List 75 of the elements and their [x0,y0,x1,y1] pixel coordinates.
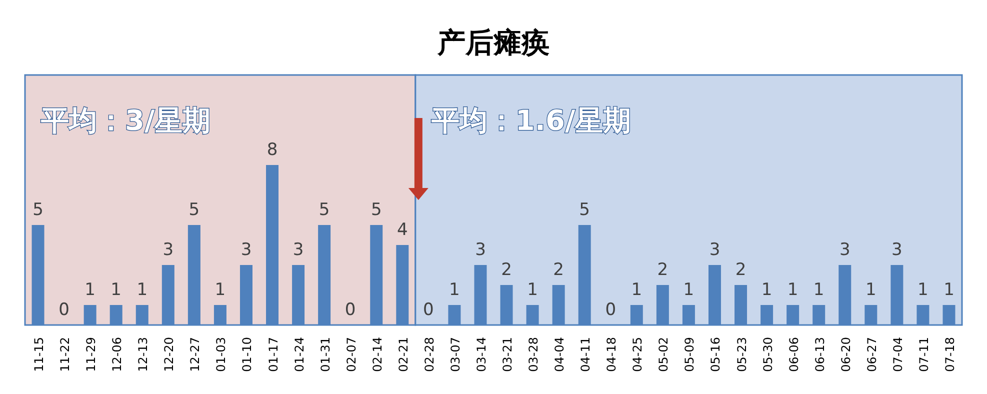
x-tick-label: 03-21 [500,337,515,372]
data-label: 0 [423,300,434,320]
data-label: 2 [553,260,564,280]
x-tick-label: 02-07 [344,337,358,372]
data-label: 3 [162,240,174,260]
x-tick-label: 07-18 [942,337,957,372]
x-tick-label: 12-06 [110,337,124,372]
x-tick-label: 07-11 [916,337,931,372]
data-label: 2 [735,260,746,280]
x-tick-label: 02-28 [422,337,436,372]
x-tick-label: 06-20 [838,337,853,372]
x-tick-label: 03-28 [526,337,541,372]
chart-title: 产后瘫痪 [436,26,550,59]
data-label: 3 [839,240,850,260]
x-tick-label: 11-22 [58,337,72,372]
data-label: 1 [787,280,798,300]
data-label: 0 [344,300,356,320]
data-label: 2 [657,260,668,280]
data-label: 1 [761,280,772,300]
data-label: 5 [579,200,590,220]
x-tick-label: 05-02 [656,337,671,372]
x-tick-label: 02-14 [370,337,384,372]
data-label: 5 [188,200,200,220]
data-label: 1 [214,280,226,300]
band-label: 平均：1.6/星期 [430,104,632,137]
x-tick-label: 03-07 [448,337,462,372]
data-label: 1 [449,280,460,300]
x-tick-label: 07-04 [890,337,905,372]
data-label: 1 [813,280,824,300]
data-label: 1 [527,280,538,300]
x-tick-label: 12-20 [162,337,176,372]
data-label: 1 [683,280,694,300]
data-label: 5 [318,200,330,220]
x-tick-label: 04-11 [578,337,593,372]
x-tick-label: 06-27 [864,337,879,372]
data-label: 1 [110,280,122,300]
x-tick-label: 06-13 [812,337,827,372]
data-label: 4 [396,220,408,240]
data-label: 8 [266,140,278,160]
data-label: 2 [501,260,512,280]
x-tick-label: 06-06 [786,337,801,372]
data-label: 1 [918,280,928,300]
data-label: 1 [865,280,876,300]
x-tick-label: 03-14 [474,337,488,372]
x-tick-label: 05-16 [708,337,723,372]
x-tick-label: 04-04 [552,337,567,372]
data-label: 0 [58,300,70,320]
data-label: 3 [292,240,304,260]
data-label: 3 [240,240,252,260]
x-tick-label: 05-30 [760,337,775,372]
x-tick-label: 11-29 [84,337,98,372]
x-tick-label: 02-21 [396,337,410,372]
data-label: 0 [605,300,616,320]
data-label: 3 [475,240,486,260]
x-tick-label: 01-24 [292,337,306,372]
x-tick-label: 01-17 [266,337,280,372]
x-tick-label: 12-13 [136,337,150,372]
data-label: 3 [709,240,720,260]
x-tick-label: 01-31 [318,337,332,372]
x-tick-label: 05-09 [682,337,697,372]
x-tick-label: 01-03 [214,337,228,372]
x-tick-label: 04-18 [604,337,619,372]
data-label: 1 [631,280,642,300]
data-label: 5 [32,200,44,220]
band-label: 平均：3/星期 [40,104,211,137]
data-label: 1 [944,280,954,300]
x-tick-label: 12-27 [188,337,202,372]
data-label: 1 [84,280,96,300]
x-tick-label: 11-15 [32,337,46,372]
x-tick-label: 01-10 [240,337,254,372]
x-tick-label: 05-23 [734,337,749,372]
x-tick-label: 04-25 [630,337,645,372]
data-label: 1 [136,280,148,300]
data-label: 5 [370,200,382,220]
data-label: 3 [892,240,902,260]
